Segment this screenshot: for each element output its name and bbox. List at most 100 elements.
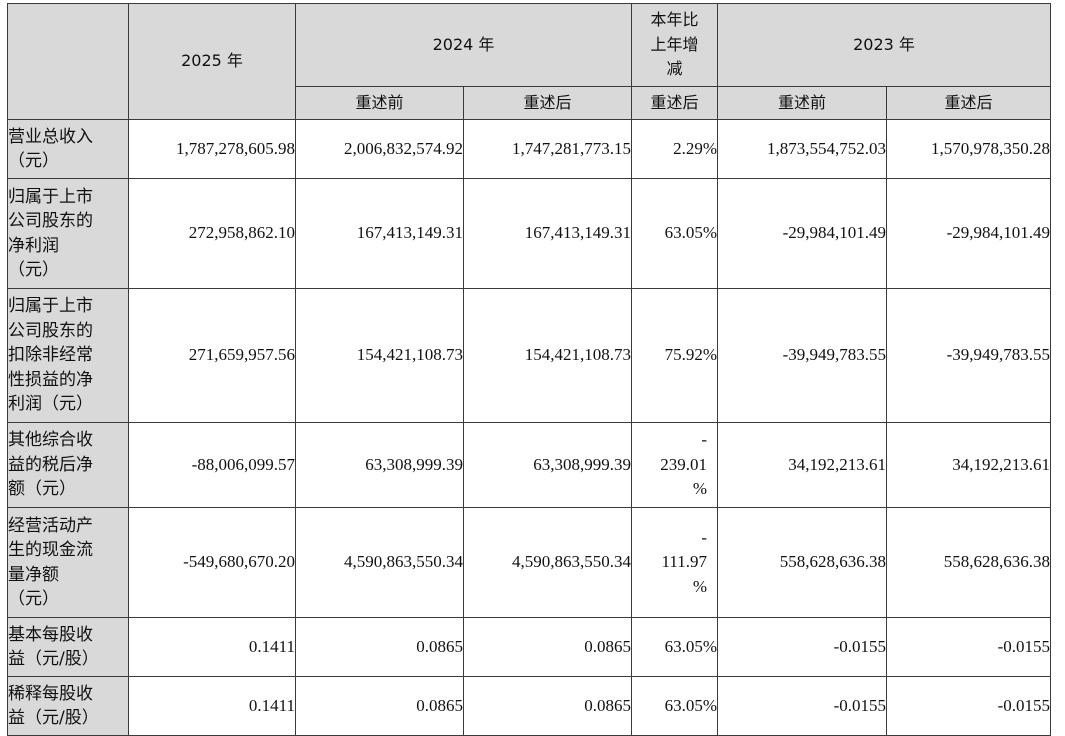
value-2023-after: -29,984,101.49 bbox=[886, 178, 1051, 289]
value-change: - 239.01 % bbox=[631, 422, 718, 508]
row-label-line: 公司股东的 bbox=[8, 211, 93, 231]
value-2024-after: 154,421,108.73 bbox=[463, 288, 632, 423]
header-change-line: 本年比 bbox=[650, 10, 699, 30]
header-change-line: 减 bbox=[666, 59, 683, 79]
row-label-line: （元） bbox=[8, 589, 59, 609]
value-2024-before: 63,308,999.39 bbox=[295, 422, 464, 508]
row-label: 经营活动产 生的现金流 量净额 （元） bbox=[7, 507, 129, 618]
header-row-years: 2025 年 2024 年 本年比 上年增 减 2023 年 bbox=[7, 3, 1051, 120]
value-change: 63.05% bbox=[631, 617, 718, 677]
value-2024-after: 0.0865 bbox=[463, 676, 632, 736]
value-2025: 0.1411 bbox=[128, 676, 296, 736]
row-label: 其他综合收 益的税后净 额（元） bbox=[7, 422, 129, 508]
value-change-line: % bbox=[692, 479, 707, 499]
header-change-after: 重述后 bbox=[631, 86, 718, 120]
header-2024-before: 重述前 bbox=[295, 86, 464, 120]
row-label: 归属于上市 公司股东的 扣除非经常 性损益的净 利润（元） bbox=[7, 288, 129, 423]
table-row: 基本每股收 益（元/股） 0.1411 0.0865 0.0865 63.05%… bbox=[7, 617, 1051, 677]
value-2023-before: 558,628,636.38 bbox=[717, 507, 887, 618]
header-2024: 2024 年 bbox=[295, 3, 632, 87]
row-label-line: 营业总收入 bbox=[8, 126, 93, 147]
row-label-line: 其他综合收 bbox=[8, 430, 93, 451]
row-label-line: 归属于上市 bbox=[8, 186, 93, 207]
row-label-line: 益（元/股） bbox=[8, 708, 99, 728]
value-2023-after: 1,570,978,350.28 bbox=[886, 119, 1051, 179]
row-label-line: （元） bbox=[8, 260, 59, 280]
value-2024-before: 0.0865 bbox=[295, 617, 464, 677]
row-label-line: 益的税后净 bbox=[8, 454, 93, 475]
value-change: - 111.97 % bbox=[631, 507, 718, 618]
table-row: 归属于上市 公司股东的 扣除非经常 性损益的净 利润（元） 271,659,95… bbox=[7, 288, 1051, 423]
row-label: 归属于上市 公司股东的 净利润 （元） bbox=[7, 178, 129, 289]
row-label-line: 净利润 bbox=[8, 235, 59, 256]
table-row: 营业总收入 （元） 1,787,278,605.98 2,006,832,574… bbox=[7, 119, 1051, 179]
value-2024-before: 0.0865 bbox=[295, 676, 464, 736]
value-2023-before: -39,949,783.55 bbox=[717, 288, 887, 423]
row-label-line: 益（元/股） bbox=[8, 649, 99, 669]
value-2024-after: 4,590,863,550.34 bbox=[463, 507, 632, 618]
header-2023: 2023 年 bbox=[717, 3, 1051, 87]
value-2024-after: 1,747,281,773.15 bbox=[463, 119, 632, 179]
value-2023-after: -0.0155 bbox=[886, 676, 1051, 736]
row-label-line: 公司股东的 bbox=[8, 320, 93, 341]
value-2024-after: 0.0865 bbox=[463, 617, 632, 677]
row-label-line: 量净额 bbox=[8, 564, 59, 585]
value-2025: 271,659,957.56 bbox=[128, 288, 296, 423]
row-label-line: 基本每股收 bbox=[8, 624, 93, 645]
value-2024-before: 2,006,832,574.92 bbox=[295, 119, 464, 179]
row-label: 营业总收入 （元） bbox=[7, 119, 129, 179]
row-label-line: 利润（元） bbox=[8, 394, 93, 415]
value-change-line: 111.97 bbox=[661, 552, 708, 572]
header-change: 本年比 上年增 减 bbox=[631, 3, 718, 87]
value-2024-before: 4,590,863,550.34 bbox=[295, 507, 464, 618]
header-2025: 2025 年 bbox=[128, 3, 296, 120]
row-label-line: （元） bbox=[8, 151, 59, 171]
row-label-line: 稀释每股收 bbox=[8, 683, 93, 704]
row-label-line: 额（元） bbox=[8, 479, 76, 500]
row-label-line: 性损益的净 bbox=[8, 369, 93, 390]
value-2023-before: -0.0155 bbox=[717, 676, 887, 736]
value-change: 63.05% bbox=[631, 676, 718, 736]
row-label-line: 经营活动产 bbox=[8, 515, 93, 536]
value-change-line: - bbox=[701, 527, 707, 547]
value-2023-before: -0.0155 bbox=[717, 617, 887, 677]
header-change-line: 上年增 bbox=[650, 34, 699, 54]
value-2024-before: 167,413,149.31 bbox=[295, 178, 464, 289]
value-2023-after: -0.0155 bbox=[886, 617, 1051, 677]
value-change: 2.29% bbox=[631, 119, 718, 179]
value-change-line: - bbox=[701, 430, 707, 450]
value-2023-before: 1,873,554,752.03 bbox=[717, 119, 887, 179]
value-2025: 0.1411 bbox=[128, 617, 296, 677]
row-label-line: 归属于上市 bbox=[8, 296, 93, 317]
value-2024-before: 154,421,108.73 bbox=[295, 288, 464, 423]
header-corner-cell bbox=[7, 3, 129, 120]
value-2024-after: 63,308,999.39 bbox=[463, 422, 632, 508]
header-2024-after: 重述后 bbox=[463, 86, 632, 120]
header-2023-before: 重述前 bbox=[717, 86, 887, 120]
value-2024-after: 167,413,149.31 bbox=[463, 178, 632, 289]
value-2023-after: 558,628,636.38 bbox=[886, 507, 1051, 618]
row-label-line: 扣除非经常 bbox=[8, 345, 93, 366]
row-label-line: 生的现金流 bbox=[8, 540, 93, 560]
value-change: 75.92% bbox=[631, 288, 718, 423]
value-2025: -549,680,670.20 bbox=[128, 507, 296, 618]
value-change-line: 239.01 bbox=[660, 454, 707, 474]
table-row: 稀释每股收 益（元/股） 0.1411 0.0865 0.0865 63.05%… bbox=[7, 676, 1051, 736]
value-2023-before: -29,984,101.49 bbox=[717, 178, 887, 289]
row-label: 稀释每股收 益（元/股） bbox=[7, 676, 129, 736]
table-row: 经营活动产 生的现金流 量净额 （元） -549,680,670.20 4,59… bbox=[7, 507, 1051, 618]
value-change-line: % bbox=[692, 576, 707, 596]
table-row: 其他综合收 益的税后净 额（元） -88,006,099.57 63,308,9… bbox=[7, 422, 1051, 508]
value-2023-before: 34,192,213.61 bbox=[717, 422, 887, 508]
table-row: 归属于上市 公司股东的 净利润 （元） 272,958,862.10 167,4… bbox=[7, 178, 1051, 289]
header-row-restatement: 重述前 重述后 重述后 重述前 重述后 bbox=[8, 86, 1051, 120]
value-2025: -88,006,099.57 bbox=[128, 422, 296, 508]
header-2023-after: 重述后 bbox=[886, 86, 1051, 120]
value-2025: 1,787,278,605.98 bbox=[128, 119, 296, 179]
value-2025: 272,958,862.10 bbox=[128, 178, 296, 289]
value-2023-after: 34,192,213.61 bbox=[886, 422, 1051, 508]
row-label: 基本每股收 益（元/股） bbox=[7, 617, 129, 677]
value-change: 63.05% bbox=[631, 178, 718, 289]
value-2023-after: -39,949,783.55 bbox=[886, 288, 1051, 423]
financial-summary-table: 2025 年 2024 年 本年比 上年增 减 2023 年 重述前 重述后 重… bbox=[7, 3, 1051, 736]
